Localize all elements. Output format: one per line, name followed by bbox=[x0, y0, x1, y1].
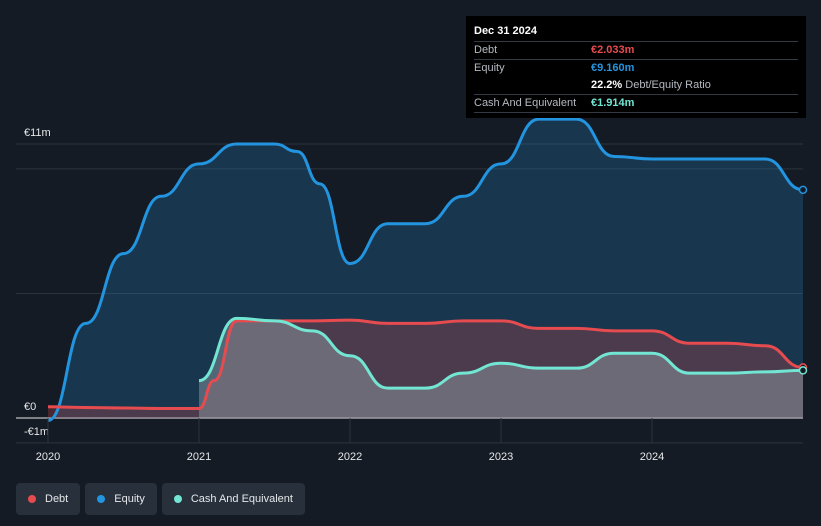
legend-dot-cash bbox=[173, 495, 182, 503]
tooltip-date: Dec 31 2024 bbox=[474, 24, 798, 42]
chart-areas bbox=[48, 119, 803, 421]
tooltip-debt-value: €2.033m bbox=[591, 44, 635, 56]
tooltip-equity-row: Equity €9.160m bbox=[474, 60, 798, 77]
legend-label-debt: Debt bbox=[45, 493, 69, 505]
cash-end-point bbox=[798, 366, 808, 375]
tooltip-ratio-value: 22.2% bbox=[591, 79, 623, 91]
equity-end-point bbox=[798, 185, 808, 195]
legend-label-equity: Equity bbox=[114, 493, 145, 505]
x-tick-label: 2023 bbox=[489, 451, 513, 463]
x-tick-label: 2022 bbox=[338, 451, 362, 463]
tooltip-equity-label: Equity bbox=[474, 62, 505, 74]
debt-area bbox=[48, 320, 803, 418]
legend-dot-debt bbox=[28, 495, 36, 503]
tooltip-ratio-row: 22.2% Debt/Equity Ratio bbox=[474, 77, 798, 95]
legend-item-debt[interactable]: Debt bbox=[16, 483, 81, 515]
cash-area bbox=[199, 318, 803, 418]
tooltip-debt-row: Debt €2.033m bbox=[474, 42, 798, 60]
y-tick-label: €11m bbox=[24, 127, 51, 139]
x-tick-label: 2020 bbox=[36, 451, 60, 463]
tooltip-cash-value: €1.914m bbox=[591, 97, 635, 109]
tooltip: Dec 31 2024 Debt €2.033m Equity €9.160m … bbox=[466, 16, 806, 118]
legend: Debt Equity Cash And Equivalent bbox=[16, 483, 305, 515]
chart-lines bbox=[47, 117, 808, 422]
tooltip-ratio-text: Debt/Equity Ratio bbox=[625, 79, 711, 91]
debt-line bbox=[47, 318, 804, 411]
tooltip-cash-row: Cash And Equivalent €1.914m bbox=[474, 95, 798, 113]
legend-label-cash: Cash And Equivalent bbox=[190, 493, 293, 505]
tooltip-equity-value: €9.160m bbox=[591, 62, 635, 74]
legend-dot-equity bbox=[97, 495, 106, 503]
y-tick-label: €0 bbox=[24, 401, 36, 413]
equity-area bbox=[48, 119, 803, 421]
y-tick-label: -€1m bbox=[24, 426, 49, 438]
tooltip-cash-label: Cash And Equivalent bbox=[474, 97, 577, 109]
x-axis: 2020 2021 2022 2023 2024 bbox=[36, 418, 664, 463]
legend-item-equity[interactable]: Equity bbox=[85, 483, 157, 515]
legend-item-cash[interactable]: Cash And Equivalent bbox=[161, 483, 305, 515]
tooltip-ratio: 22.2% Debt/Equity Ratio bbox=[591, 77, 711, 94]
y-axis: €11m €0 -€1m bbox=[24, 127, 51, 438]
chart-grid bbox=[16, 143, 803, 444]
x-tick-label: 2021 bbox=[187, 451, 211, 463]
x-tick-label: 2024 bbox=[640, 451, 664, 463]
equity-line bbox=[47, 117, 804, 422]
tooltip-debt-label: Debt bbox=[474, 44, 498, 56]
cash-line bbox=[198, 316, 804, 390]
